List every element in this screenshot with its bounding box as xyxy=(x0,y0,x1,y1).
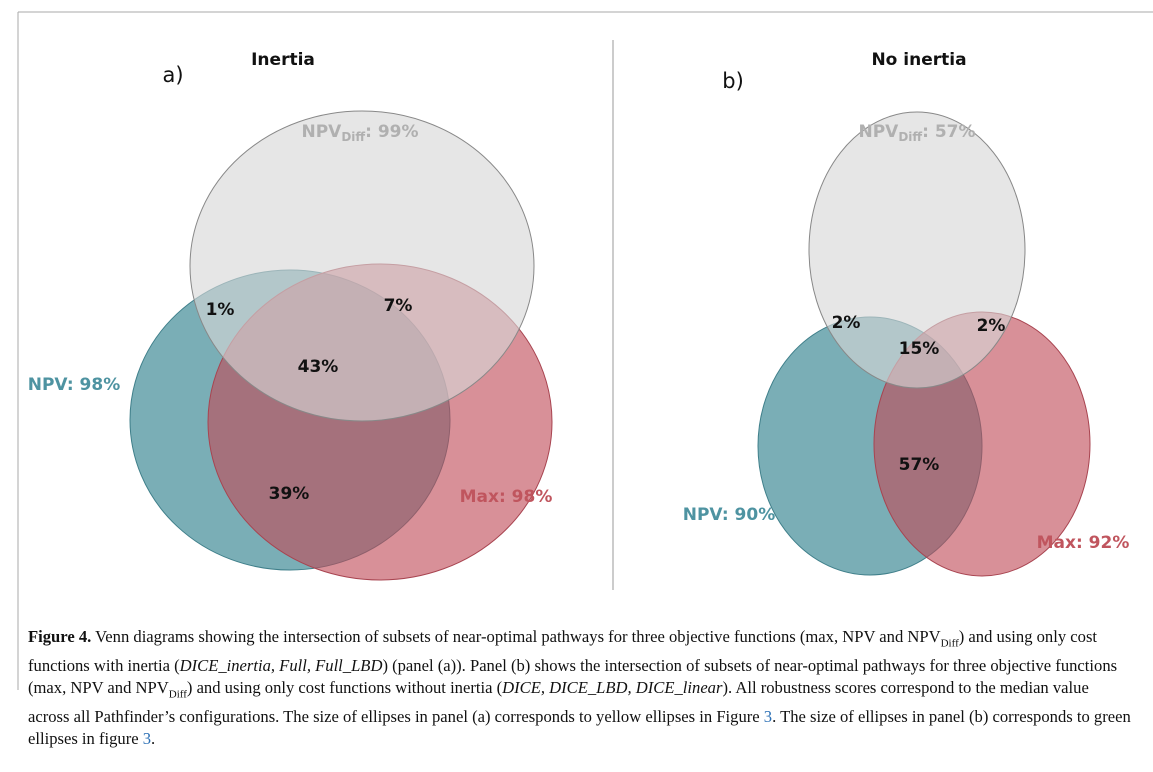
npv-label: NPV: 98% xyxy=(28,375,121,395)
caption-label: Figure 4. xyxy=(28,627,92,646)
caption-italic: DICE, DICE_LBD, DICE_linear xyxy=(502,678,723,698)
region-label: 57% xyxy=(899,455,940,475)
caption-text: ) and using only cost functions with ine… xyxy=(28,627,1098,675)
region-label: 39% xyxy=(269,484,310,504)
npv-diff-label: NPVDiff: 99% xyxy=(301,122,418,144)
region-label: 2% xyxy=(832,313,861,333)
caption: Figure 4. Venn diagrams showing the inte… xyxy=(28,626,1133,751)
caption-text: ) (panel (a)). Panel (b) shows the inter… xyxy=(28,655,1118,698)
region-label: 15% xyxy=(899,339,940,359)
npv-diff-label: NPVDiff: 57% xyxy=(858,122,975,144)
caption-sub: Diff xyxy=(168,688,187,701)
caption-text: ). All robustness scores correspond to t… xyxy=(28,678,1089,726)
region-label: 7% xyxy=(384,296,413,316)
figure-link[interactable]: 3 xyxy=(763,706,773,726)
region-label: 2% xyxy=(977,316,1006,336)
caption-italic: DICE_inertia, Full, Full_LBD xyxy=(179,655,383,675)
npv-diff-ellipse xyxy=(189,110,535,422)
npv-label: NPV: 90% xyxy=(683,505,776,525)
panel-title: Inertia xyxy=(251,50,315,70)
panel-title: No inertia xyxy=(871,50,966,70)
region-label: 43% xyxy=(298,357,339,377)
max-label: Max: 92% xyxy=(1037,533,1130,553)
caption-text: Venn diagrams showing the intersection o… xyxy=(91,627,941,646)
region-label: 1% xyxy=(206,300,235,320)
caption-text: ) and using only cost functions without … xyxy=(186,678,503,698)
panel-letter: b) xyxy=(722,69,744,93)
max-label: Max: 98% xyxy=(460,487,553,507)
caption-sub: Diff xyxy=(940,637,959,650)
caption-text: . The size of ellipses in panel (b) corr… xyxy=(28,706,1131,749)
figure-link[interactable]: 3 xyxy=(142,729,152,749)
caption-text: . xyxy=(151,729,156,749)
npv-diff-ellipse xyxy=(808,111,1026,389)
panel-letter: a) xyxy=(162,63,183,87)
